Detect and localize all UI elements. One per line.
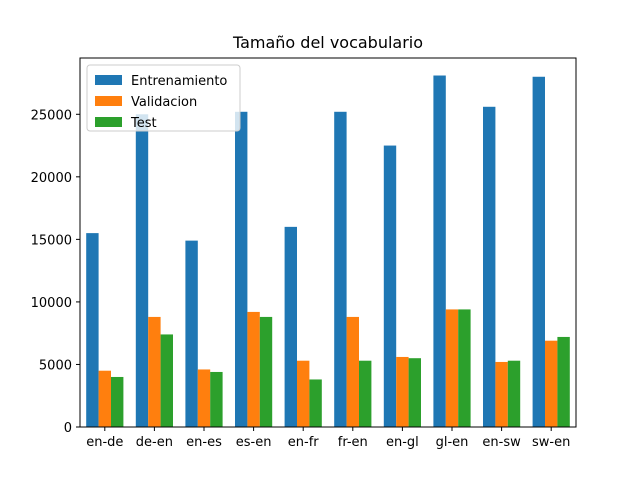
x-tick-label-en-sw: en-sw [482, 435, 521, 450]
legend-label-entrenamiento: Entrenamiento [131, 74, 227, 89]
bar-test-en-gl [408, 358, 421, 427]
bar-entrenamiento-en-de [86, 233, 99, 427]
legend-swatch-validacion [95, 96, 122, 106]
bar-entrenamiento-de-en [135, 114, 149, 427]
legend-swatch-test [95, 117, 122, 127]
bar-test-en-es [210, 371, 223, 427]
x-tick-label-en-fr: en-fr [288, 435, 320, 450]
bar-test-en-fr [309, 379, 322, 427]
x-tick-label-gl-en: gl-en [436, 435, 469, 450]
legend-label-test: Test [130, 116, 157, 131]
x-tick-label-sw-en: sw-en [532, 435, 570, 450]
bar-entrenamiento-sw-en [532, 76, 545, 428]
bar-validacion-gl-en [445, 309, 459, 427]
x-tick-label-es-en: es-en [236, 435, 272, 450]
y-tick-label: 20000 [31, 171, 72, 186]
bar-test-en-de [111, 376, 124, 427]
bar-validacion-en-es [197, 369, 211, 427]
y-tick-label: 10000 [31, 296, 72, 311]
bars-group [86, 75, 570, 428]
legend: Entrenamiento Validacion Test [86, 64, 241, 132]
bar-validacion-en-fr [297, 360, 310, 427]
bar-validacion-fr-en [346, 316, 359, 427]
x-tick-label-de-en: de-en [136, 435, 173, 450]
legend-box [86, 64, 241, 132]
bar-test-sw-en [557, 336, 570, 427]
y-tick-label: 15000 [31, 233, 72, 248]
bar-validacion-en-gl [396, 356, 409, 427]
x-axis: en-de de-en en-es es-en en-fr fr-en en-gl gl-en… [86, 427, 570, 450]
x-tick-label-en-de: en-de [86, 435, 123, 450]
bar-test-de-en [160, 334, 173, 427]
bar-entrenamiento-en-gl [383, 145, 397, 427]
bar-validacion-en-sw [495, 361, 508, 427]
bar-entrenamiento-es-en [235, 111, 248, 427]
bar-validacion-sw-en [545, 340, 558, 427]
bar-test-fr-en [359, 360, 372, 427]
plot-frame [79, 57, 577, 428]
bar-validacion-es-en [247, 311, 260, 427]
chart-title: Tamaño del vocabulario [232, 33, 423, 52]
bar-validacion-en-de [98, 370, 111, 427]
bar-entrenamiento-gl-en [433, 75, 446, 427]
bar-validacion-de-en [148, 316, 161, 427]
x-tick-label-en-gl: en-gl [386, 435, 419, 450]
bar-test-es-en [259, 316, 273, 427]
legend-swatch-entrenamiento [95, 75, 122, 85]
bar-entrenamiento-en-fr [284, 226, 297, 427]
legend-label-validacion: Validacion [131, 95, 197, 110]
y-axis: 0 5000 10000 15000 20000 25000 [31, 108, 80, 436]
y-tick-label: 5000 [39, 358, 72, 373]
y-tick-label: 0 [64, 421, 72, 436]
x-tick-label-en-es: en-es [186, 435, 222, 450]
bar-entrenamiento-fr-en [334, 111, 347, 427]
x-tick-label-fr-en: fr-en [338, 435, 368, 450]
y-tick-label: 25000 [31, 108, 72, 123]
bar-entrenamiento-en-es [185, 240, 198, 427]
bar-entrenamiento-en-sw [483, 106, 496, 427]
bar-test-gl-en [458, 309, 471, 427]
bar-test-en-sw [507, 360, 521, 427]
